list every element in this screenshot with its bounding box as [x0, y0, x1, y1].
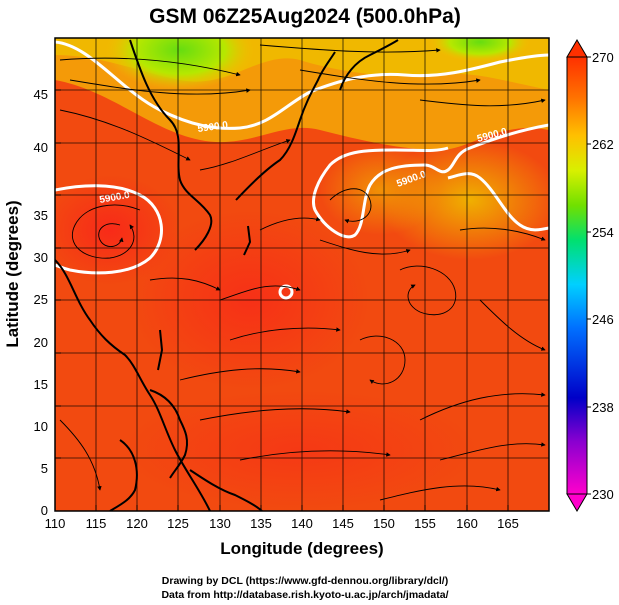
x-tick-label: 160 — [456, 516, 478, 531]
colorbar-top-arrow — [566, 39, 588, 58]
x-tick-labels: 110 115 120 125 130 135 140 145 150 155 … — [45, 516, 519, 531]
contour-label: 5900.0 — [99, 190, 131, 206]
x-tick-label: 125 — [167, 516, 189, 531]
colorbar-tick-label: 246 — [592, 312, 614, 327]
y-tick-label: 0 — [41, 503, 48, 518]
contour-5900-east-lower — [447, 172, 549, 232]
colorbar: 270 262 254 246 238 230 — [566, 39, 614, 512]
x-axis-label: Longitude (degrees) — [220, 539, 383, 558]
x-tick-label: 140 — [291, 516, 313, 531]
contour-5900-west — [55, 184, 163, 275]
y-tick-label: 20 — [34, 335, 48, 350]
contour-label: 5900.0 — [197, 120, 229, 135]
colorbar-tick-label: 262 — [592, 137, 614, 152]
colorbar-bottom-arrow — [566, 493, 588, 512]
x-tick-label: 115 — [86, 516, 107, 531]
map-title: GSM 06Z25Aug2024 (500.0hPa) — [149, 5, 461, 28]
y-tick-labels: 0 5 10 15 20 25 30 35 40 45 — [34, 87, 48, 518]
streamlines — [59, 44, 546, 501]
colorbar-tick-label: 238 — [592, 400, 614, 415]
x-tick-label: 165 — [497, 516, 519, 531]
x-tick-label: 135 — [250, 516, 272, 531]
orange-mid-region — [320, 145, 440, 235]
y-tick-label: 15 — [34, 377, 48, 392]
contour-5900-north — [55, 40, 549, 130]
y-tick-label: 25 — [34, 292, 48, 307]
plot-area: 5900.0 5900.0 5900.0 5900.0 — [55, 38, 549, 511]
x-tick-label: 130 — [209, 516, 231, 531]
y-tick-label: 40 — [34, 140, 48, 155]
colorbar-tick-label: 230 — [592, 487, 614, 502]
x-tick-label: 110 — [45, 516, 66, 531]
green-cold-blob-ne — [430, 38, 530, 62]
x-tick-marks — [54, 505, 509, 511]
colorbar-gradient — [566, 56, 588, 495]
x-tick-label: 155 — [414, 516, 436, 531]
colorbar-tick-label: 270 — [592, 50, 614, 65]
x-tick-label: 120 — [126, 516, 148, 531]
y-tick-marks — [55, 89, 61, 512]
contour-5900-east — [312, 123, 549, 239]
y-tick-label: 5 — [41, 461, 48, 476]
y-tick-label: 35 — [34, 208, 48, 223]
y-tick-label: 30 — [34, 250, 48, 265]
coastlines — [55, 39, 399, 511]
y-axis-label: Latitude (degrees) — [3, 200, 22, 347]
colorbar-tick-label: 254 — [592, 225, 614, 240]
y-tick-label: 45 — [34, 87, 48, 102]
contour-5900-closed-ring — [278, 284, 294, 300]
hot-south-blob — [120, 390, 480, 510]
x-tick-label: 145 — [332, 516, 354, 531]
x-tick-label: 150 — [373, 516, 395, 531]
credit-drawing: Drawing by DCL (https://www.gfd-dennou.o… — [162, 575, 448, 587]
credit-data-source: Data from http://database.rish.kyoto-u.a… — [161, 589, 448, 601]
y-tick-label: 10 — [34, 419, 48, 434]
